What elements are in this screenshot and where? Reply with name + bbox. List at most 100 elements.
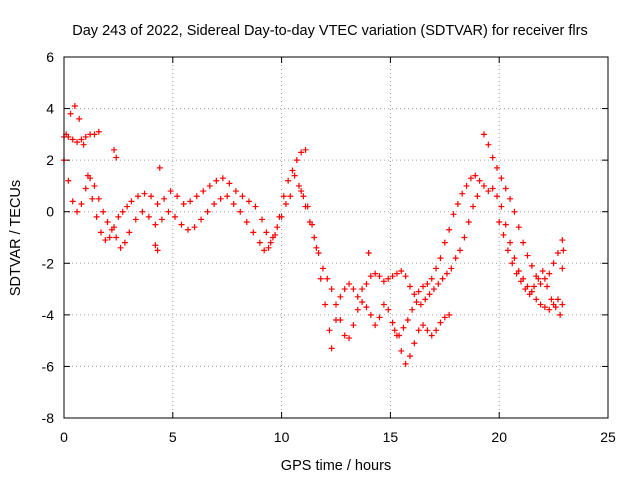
data-point	[158, 216, 165, 223]
data-point	[424, 327, 431, 334]
data-point	[67, 110, 74, 117]
data-point	[174, 193, 181, 200]
x-tick-label: 0	[60, 429, 68, 445]
data-point	[380, 301, 387, 308]
data-point	[204, 208, 211, 215]
data-point	[489, 154, 496, 161]
data-point	[385, 275, 392, 282]
data-point	[306, 219, 313, 226]
data-point	[372, 322, 379, 329]
data-point	[511, 208, 518, 215]
y-tick-label: -6	[42, 358, 55, 374]
x-tick-label: 5	[169, 429, 177, 445]
data-point	[252, 203, 259, 210]
data-point	[376, 273, 383, 280]
data-point	[541, 275, 548, 282]
data-point	[428, 332, 435, 339]
data-point	[454, 200, 461, 207]
series-track-a	[63, 102, 309, 246]
data-point	[465, 219, 472, 226]
data-points	[61, 102, 567, 367]
data-point	[550, 260, 557, 267]
data-point	[367, 273, 374, 280]
x-tick-label: 10	[274, 429, 290, 445]
data-point	[428, 275, 435, 282]
data-point	[404, 317, 411, 324]
data-point	[213, 177, 220, 184]
data-point	[346, 335, 353, 342]
data-point	[489, 185, 496, 192]
data-point	[511, 255, 518, 262]
data-point	[313, 244, 320, 251]
data-point	[494, 193, 501, 200]
data-point	[287, 193, 294, 200]
data-point	[502, 221, 509, 228]
data-point	[91, 131, 98, 138]
data-point	[111, 146, 118, 153]
data-point	[74, 139, 81, 146]
data-point	[154, 200, 161, 207]
data-point	[539, 268, 546, 275]
data-point	[69, 198, 76, 205]
data-point	[256, 239, 263, 246]
data-point	[546, 306, 553, 313]
data-point	[420, 322, 427, 329]
data-point	[509, 260, 516, 267]
data-point	[224, 193, 231, 200]
data-point	[526, 291, 533, 298]
data-point	[422, 296, 429, 303]
data-point	[278, 213, 285, 220]
data-point	[522, 286, 529, 293]
data-point	[354, 293, 361, 300]
data-point	[124, 203, 131, 210]
data-point	[480, 131, 487, 138]
data-point	[498, 175, 505, 182]
data-point	[293, 157, 300, 164]
data-point	[433, 327, 440, 334]
data-point	[74, 208, 81, 215]
data-point	[250, 229, 257, 236]
data-point	[300, 193, 307, 200]
data-point	[91, 182, 98, 189]
data-point	[259, 216, 266, 223]
data-point	[402, 273, 409, 280]
data-point	[443, 270, 450, 277]
data-point	[200, 188, 207, 195]
data-point	[437, 255, 444, 262]
data-point	[193, 193, 200, 200]
data-point	[296, 182, 303, 189]
data-point	[156, 164, 163, 171]
data-point	[393, 270, 400, 277]
data-point	[417, 301, 424, 308]
data-point	[82, 133, 89, 140]
data-point	[171, 213, 178, 220]
data-point	[398, 268, 405, 275]
data-point	[372, 270, 379, 277]
data-point	[261, 247, 268, 254]
data-point	[559, 301, 566, 308]
data-point	[95, 128, 102, 135]
data-point	[245, 198, 252, 205]
data-point	[446, 226, 453, 233]
data-point	[65, 177, 72, 184]
data-point	[230, 200, 237, 207]
data-point	[441, 314, 448, 321]
data-point	[319, 265, 326, 272]
data-point	[185, 226, 192, 233]
data-point	[285, 177, 292, 184]
data-point	[219, 175, 226, 182]
data-point	[328, 286, 335, 293]
data-point	[452, 255, 459, 262]
data-point	[385, 306, 392, 313]
data-point	[280, 193, 287, 200]
data-point	[93, 213, 100, 220]
data-point	[350, 322, 357, 329]
data-point	[533, 296, 540, 303]
data-point	[461, 234, 468, 241]
data-point	[152, 242, 159, 249]
data-point	[398, 347, 405, 354]
data-point	[470, 203, 477, 210]
y-tick-label: -2	[42, 255, 55, 271]
data-point	[517, 278, 524, 285]
